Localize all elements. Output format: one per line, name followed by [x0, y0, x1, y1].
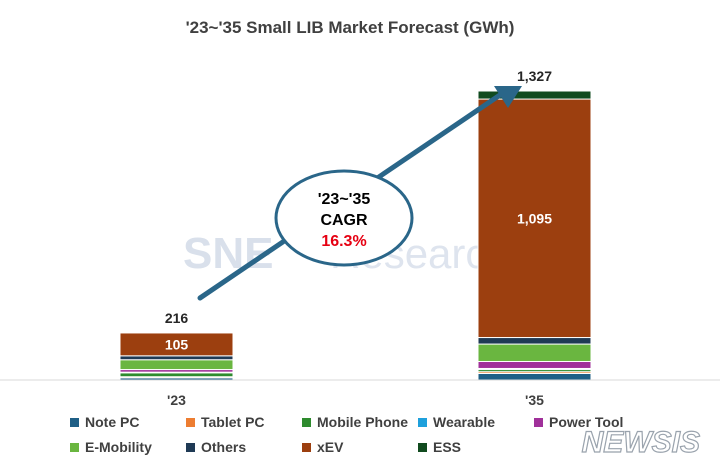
- legend-swatch-xev: [302, 443, 311, 452]
- legend-label-power-tool: Power Tool: [549, 414, 623, 430]
- legend-swatch-wearable: [418, 418, 427, 427]
- x-tick-label-0: '23: [167, 392, 186, 408]
- legend-item-wearable: Wearable: [418, 414, 495, 430]
- legend-label-xev: xEV: [317, 439, 344, 455]
- legend-item-ess: ESS: [418, 439, 461, 455]
- legend-item-e-mobility: E-Mobility: [70, 439, 152, 455]
- bar-stack-1: 1,095: [477, 90, 592, 381]
- legend-item-mobile-phone: Mobile Phone: [302, 414, 408, 430]
- bar-segment-e-mobility-0: [119, 359, 234, 371]
- cagr-period: '23~'35: [318, 191, 371, 208]
- legend: Note PC Tablet PC Mobile Phone Wearable Powe…: [70, 414, 623, 455]
- x-axis-ticks: '23 '35: [167, 392, 544, 408]
- chart-title: '23~'35 Small LIB Market Forecast (GWh): [186, 18, 515, 37]
- cagr-callout: '23~'35 CAGR 16.3%: [274, 169, 414, 267]
- bar-segment-xev-1: [477, 98, 592, 339]
- legend-item-tablet-pc: Tablet PC: [186, 414, 265, 430]
- legend-swatch-e-mobility: [70, 443, 79, 452]
- legend-item-power-tool: Power Tool: [534, 414, 623, 430]
- legend-swatch-others: [186, 443, 195, 452]
- bar-segment-power-tool-1: [477, 360, 592, 369]
- legend-swatch-power-tool: [534, 418, 543, 427]
- bar-segment-others-1: [477, 337, 592, 345]
- watermark-brand: SNE: [183, 229, 273, 278]
- cagr-ellipse: [274, 169, 414, 267]
- bar-segment-xev-0: [119, 332, 234, 357]
- x-tick-label-1: '35: [525, 392, 544, 408]
- growth-arrow-head: [494, 86, 522, 108]
- bar-total-label-0: 216: [165, 310, 189, 326]
- bar-segment-note-pc-1: [477, 372, 592, 381]
- segment-value-label-1: 1,095: [517, 210, 552, 226]
- bar-segment-ess-1: [477, 90, 592, 100]
- legend-label-e-mobility: E-Mobility: [85, 439, 152, 455]
- legend-label-wearable: Wearable: [433, 414, 495, 430]
- legend-label-note-pc: Note PC: [85, 414, 139, 430]
- legend-item-note-pc: Note PC: [70, 414, 139, 430]
- legend-label-others: Others: [201, 439, 246, 455]
- legend-swatch-note-pc: [70, 418, 79, 427]
- bar-stack-0: 105: [119, 332, 234, 381]
- legend-item-xev: xEV: [302, 439, 344, 455]
- bar-segment-e-mobility-1: [477, 343, 592, 362]
- legend-label-mobile-phone: Mobile Phone: [317, 414, 408, 430]
- bar-stacks: 105 1,095: [119, 90, 592, 381]
- legend-swatch-ess: [418, 443, 427, 452]
- legend-swatch-tablet-pc: [186, 418, 195, 427]
- cagr-value: 16.3%: [321, 233, 366, 250]
- newsis-watermark: NEWSIS: [582, 426, 700, 459]
- cagr-label: CAGR: [320, 212, 368, 229]
- bar-total-labels: 216 1,327: [165, 68, 552, 326]
- bar-segment-others-0: [119, 355, 234, 361]
- bar-total-label-1: 1,327: [517, 68, 552, 84]
- legend-label-tablet-pc: Tablet PC: [201, 414, 265, 430]
- bar-segment-mobile-phone-0: [119, 372, 234, 378]
- legend-item-others: Others: [186, 439, 246, 455]
- segment-value-label-0: 105: [165, 336, 189, 352]
- legend-label-ess: ESS: [433, 439, 461, 455]
- legend-swatch-mobile-phone: [302, 418, 311, 427]
